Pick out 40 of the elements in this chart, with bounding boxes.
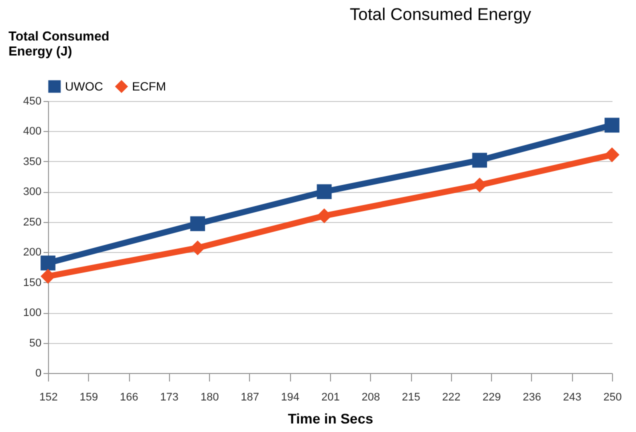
y-tick-label: 450 [23,96,42,108]
x-tick-label: 173 [160,392,179,404]
legend-label: ECFM [132,80,166,94]
y-tick-label: 100 [23,307,42,320]
x-tick-label: 208 [362,392,380,404]
y-tick-label: 50 [29,337,42,350]
x-tick-label: 201 [321,392,340,404]
point [40,268,56,284]
point [40,256,56,270]
x-tick-label: 187 [240,392,260,404]
point [472,178,488,192]
x-tick-label: 229 [482,392,501,404]
point [472,152,488,168]
point [604,118,620,133]
x-tick-label: 166 [120,392,138,404]
x-tick-label: 159 [80,392,98,404]
x-tick-label: 236 [522,392,542,404]
x-tick-label: 243 [563,392,582,404]
y-tick-label: 150 [23,276,42,289]
y-tick-label: 400 [23,126,42,138]
y-tick-label: 350 [23,156,42,168]
legend-label: UWOC [65,80,104,94]
point [190,216,206,232]
x-tick-label: 250 [603,392,622,404]
x-tick-label: 194 [281,392,300,404]
point [190,240,206,256]
point [316,208,332,224]
y-tick-label: 250 [23,216,42,228]
x-tick-label: 215 [402,392,420,404]
x-axis-title: Time in Secs [288,410,374,426]
point [316,184,332,200]
x-tick-label: 222 [442,392,461,404]
point [604,147,620,162]
y-axis-title: Total Consumed Energy (J) [8,28,110,58]
y-tick-label: 0 [35,368,42,380]
y-tick-label: 200 [23,246,42,259]
x-tick-label: 152 [39,392,58,404]
chart-title: Total Consumed Energy [350,5,532,24]
x-tick-label: 180 [200,392,219,404]
y-tick-label: 300 [23,186,42,198]
